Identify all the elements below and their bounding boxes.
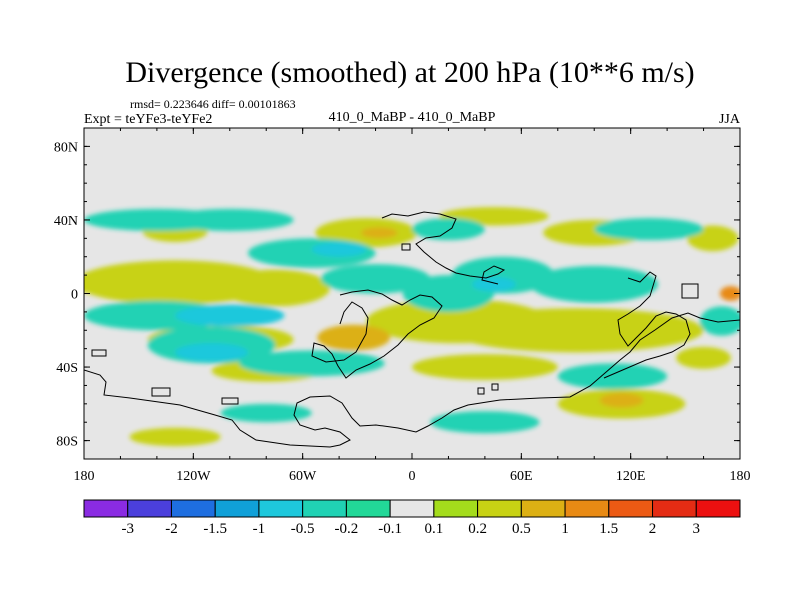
divergence-contour-17 — [360, 227, 398, 239]
colorbar-labels: -3 -2 -1.5 -1 -0.5 -0.2 -0.1 0.1 0.2 0.5 1 1.5 2 3 — [121, 521, 700, 537]
colorbar-label-7: 0.1 — [424, 521, 443, 537]
colorbar-label-13: 3 — [693, 521, 701, 537]
y-tick-label-2: 0 — [71, 288, 78, 303]
divergence-contour-23 — [175, 304, 285, 327]
divergence-contour-38 — [412, 218, 485, 241]
colorbar-label-6: -0.1 — [378, 521, 402, 537]
divergence-contour-34 — [557, 363, 668, 390]
colorbar-label-1: -2 — [165, 521, 178, 537]
colorbar-box-10 — [520, 499, 566, 518]
divergence-contour-2 — [220, 269, 330, 307]
colorbar-box-6 — [345, 499, 391, 518]
coastline-islands — [91, 243, 699, 405]
x-tick-label-6: 180 — [730, 469, 751, 484]
colorbar-box-9 — [477, 499, 522, 518]
colorbar-label-11: 1.5 — [599, 521, 618, 537]
figure-title: Divergence (smoothed) at 200 hPa (10**6 … — [125, 56, 694, 89]
colorbar-box-3 — [214, 499, 260, 518]
divergence-contour-27 — [311, 242, 367, 257]
divergence-contour-25 — [175, 343, 248, 362]
coastlines — [84, 211, 740, 448]
x-tick-label-3: 0 — [409, 469, 416, 484]
colorbar-label-5: -0.2 — [335, 521, 359, 537]
colorbar-box-4 — [258, 499, 304, 518]
colorbar-label-0: -3 — [121, 521, 134, 537]
divergence-contour-41 — [699, 306, 740, 336]
divergence-field — [84, 207, 740, 447]
divergence-contour-31 — [472, 276, 516, 292]
coastline-america — [84, 312, 740, 448]
colorbar-box-5 — [302, 499, 347, 518]
divergence-contour-12 — [599, 392, 644, 408]
y-tick-label-1: 40N — [54, 214, 78, 229]
season-label: JJA — [719, 112, 741, 127]
divergence-contour-39 — [220, 403, 312, 423]
divergence-contour-28 — [320, 264, 431, 294]
comparison-label: 410_0_MaBP - 410_0_MaBP — [329, 110, 496, 125]
x-tick-label-1: 120W — [176, 469, 211, 484]
colorbar-box-2 — [170, 499, 216, 518]
x-tick-label-2: 60W — [289, 469, 317, 484]
coastline-pacific — [603, 271, 691, 379]
x-tick-label-0: 180 — [74, 469, 95, 484]
divergence-contour-8 — [317, 324, 391, 351]
y-tick-label-3: 40S — [56, 361, 78, 376]
y-tick-label-4: 80S — [56, 435, 78, 450]
x-axis: 180 120W 60W 0 60E 120E 180 — [74, 128, 751, 484]
colorbar: -3 -2 -1.5 -1 -0.5 -0.2 -0.1 0.1 0.2 0.5 1 1.5 2 3 — [83, 499, 741, 537]
y-axis: 80N 40N 0 40S 80S — [54, 127, 740, 460]
colorbar-label-4: -0.5 — [291, 521, 315, 537]
colorbar-label-10: 1 — [561, 521, 569, 537]
coastline-asia-africa — [381, 211, 506, 285]
experiment-label: Expt = teYFe3-teYFe2 — [84, 112, 212, 127]
divergence-contour-6 — [448, 308, 704, 353]
divergence-contour-13 — [129, 427, 221, 447]
x-tick-label-4: 60E — [510, 469, 533, 484]
divergence-contour-9 — [412, 354, 558, 380]
colorbar-box-13 — [652, 499, 697, 518]
divergence-contour-20 — [676, 346, 731, 369]
colorbar-box-1 — [127, 499, 172, 518]
colorbar-box-12 — [608, 499, 654, 518]
colorbar-label-9: 0.5 — [512, 521, 531, 537]
colorbar-box-14 — [695, 499, 741, 518]
y-tick-label-0: 80N — [54, 140, 78, 155]
colorbar-box-0 — [83, 499, 129, 518]
divergence-contour-37 — [594, 218, 704, 241]
stats-label: rmsd= 0.223646 diff= 0.00101863 — [130, 97, 296, 111]
divergence-contour-21 — [719, 286, 740, 301]
divergence-contour-36 — [166, 208, 294, 231]
colorbar-boxes — [83, 499, 741, 518]
divergence-contour-40 — [430, 411, 540, 434]
colorbar-label-8: 0.2 — [468, 521, 487, 537]
colorbar-box-7 — [389, 499, 435, 518]
colorbar-label-2: -1.5 — [203, 521, 227, 537]
coastline-south-america — [311, 289, 443, 379]
colorbar-box-8 — [433, 499, 479, 518]
colorbar-box-11 — [564, 499, 610, 518]
colorbar-label-3: -1 — [253, 521, 266, 537]
divergence-contour-32 — [530, 265, 658, 303]
x-tick-label-5: 120E — [616, 469, 646, 484]
colorbar-label-12: 2 — [649, 521, 657, 537]
map-area — [83, 127, 741, 460]
